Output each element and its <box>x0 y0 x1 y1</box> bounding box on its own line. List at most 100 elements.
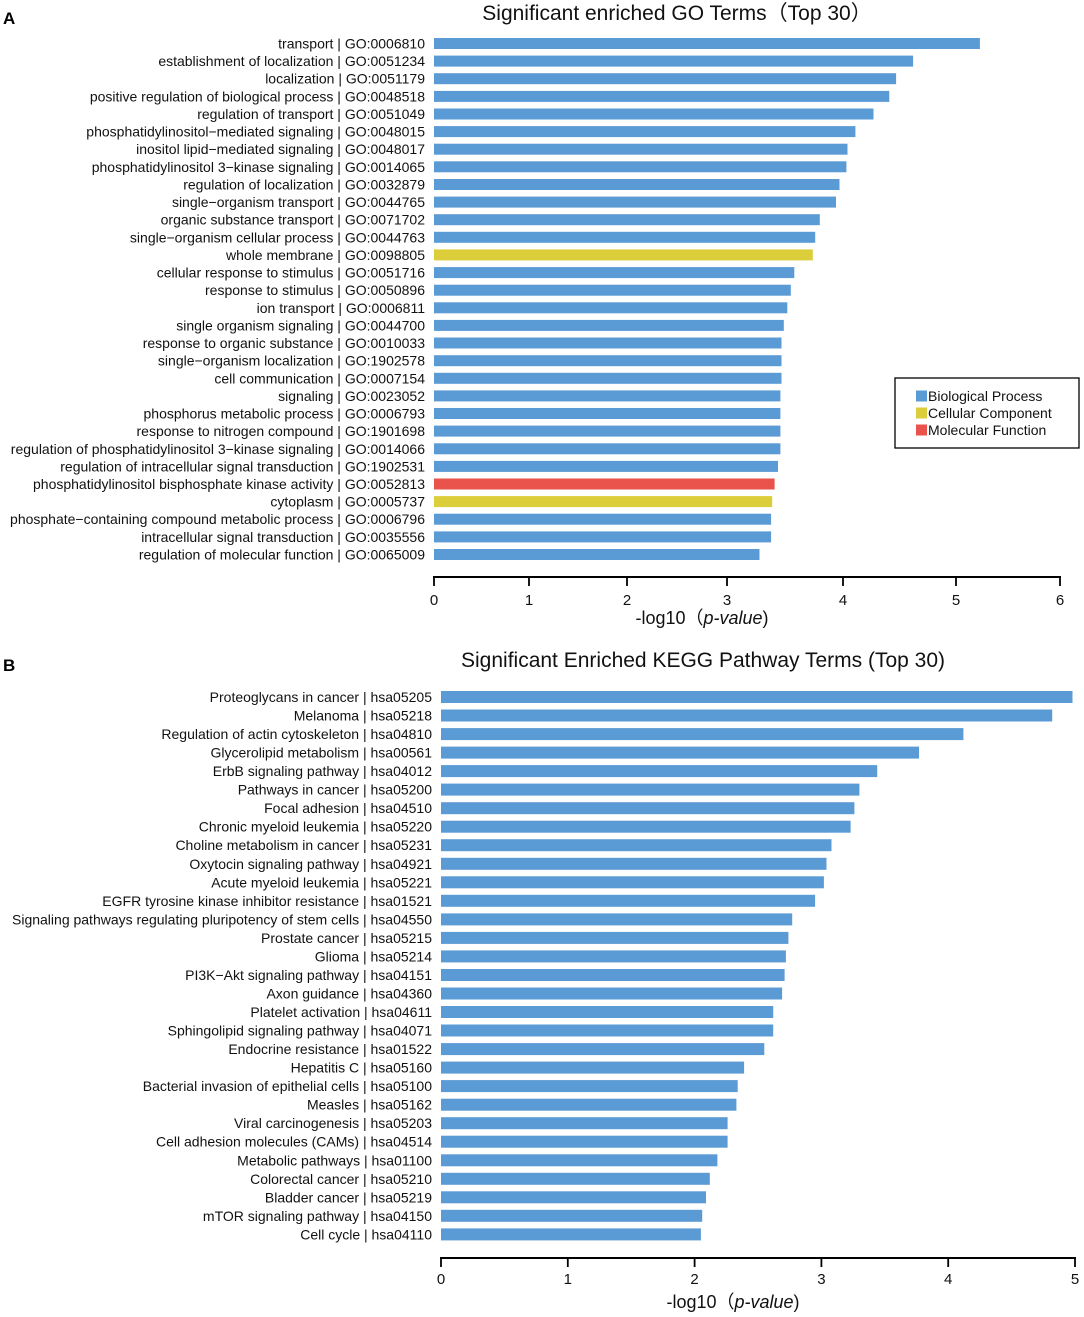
category-label: ErbB signaling pathway | hsa04012 <box>213 763 432 779</box>
legend: Biological Process Cellular Component Mo… <box>894 377 1080 449</box>
category-label: Glioma | hsa05214 <box>315 948 432 964</box>
category-label: ion transport | GO:0006811 <box>257 300 426 316</box>
bar <box>441 857 827 870</box>
bar <box>434 513 772 525</box>
bar <box>441 783 860 796</box>
category-label: intracellular signal transduction | GO:0… <box>141 529 425 545</box>
bar <box>441 1172 710 1185</box>
legend-item-biological-process: Biological Process <box>916 388 1042 404</box>
x-tick-label: 1 <box>525 592 533 609</box>
bar <box>434 443 781 455</box>
bar <box>434 478 775 490</box>
category-label: phosphate−containing compound metabolic … <box>10 511 425 527</box>
bar <box>434 161 847 173</box>
bar <box>441 1061 745 1074</box>
category-label: Viral carcinogenesis | hsa05203 <box>234 1115 432 1131</box>
bar <box>434 179 840 190</box>
legend-label-cellular-component: Cellular Component <box>928 405 1052 421</box>
bar <box>441 1117 728 1130</box>
bar <box>434 319 784 331</box>
bar <box>441 1228 701 1241</box>
x-tick-label: 5 <box>1071 1271 1079 1288</box>
category-label: phosphatidylinositol bisphosphate kinase… <box>33 476 425 492</box>
category-label: positive regulation of biological proces… <box>90 88 425 104</box>
category-label: regulation of intracellular signal trans… <box>60 458 425 474</box>
bar <box>441 894 816 907</box>
category-label: Signaling pathways regulating pluripoten… <box>12 911 432 927</box>
bar <box>441 1080 738 1093</box>
category-label: mTOR signaling pathway | hsa04150 <box>203 1208 432 1224</box>
bar <box>441 931 789 944</box>
bar <box>434 372 782 384</box>
bar <box>441 987 783 1000</box>
category-label: single−organism localization | GO:190257… <box>158 353 425 369</box>
bar <box>434 196 836 208</box>
bar <box>441 820 851 833</box>
bar <box>441 691 1073 703</box>
chart-title-a: Significant enriched GO Terms（Top 30） <box>482 2 871 25</box>
x-tick-label: 4 <box>944 1271 952 1288</box>
category-label: PI3K−Akt signaling pathway | hsa04151 <box>185 967 432 983</box>
x-tick-label: 2 <box>690 1271 698 1288</box>
category-label: whole membrane | GO:0098805 <box>225 247 425 263</box>
category-label: Chronic myeloid leukemia | hsa05220 <box>199 819 432 835</box>
category-label: phosphorus metabolic process | GO:000679… <box>144 406 426 422</box>
bar <box>441 1024 774 1037</box>
category-label: regulation of molecular function | GO:00… <box>139 547 425 563</box>
x-tick-label: 5 <box>952 592 960 609</box>
bar <box>441 1191 706 1204</box>
category-label: response to organic substance | GO:00100… <box>143 335 425 351</box>
legend-swatch-biological-process <box>916 390 927 402</box>
legend-label-biological-process: Biological Process <box>928 388 1042 404</box>
category-label: Metabolic pathways | hsa01100 <box>237 1152 432 1168</box>
bar <box>434 531 772 543</box>
category-label: cytoplasm | GO:0005737 <box>270 494 425 510</box>
category-label: cellular response to stimulus | GO:00517… <box>157 265 425 281</box>
category-label: response to nitrogen compound | GO:19016… <box>137 423 426 439</box>
bar <box>434 267 795 279</box>
bar <box>434 408 781 419</box>
category-label: Sphingolipid signaling pathway | hsa0407… <box>168 1023 433 1039</box>
bar <box>441 950 786 963</box>
category-label: Cell cycle | hsa04110 <box>300 1226 432 1242</box>
category-label: Acute myeloid leukemia | hsa05221 <box>211 874 432 890</box>
category-label: inositol lipid−mediated signaling | GO:0… <box>136 141 425 157</box>
x-tick-label: 3 <box>817 1271 825 1288</box>
bar <box>441 876 824 889</box>
x-axis-title-a: -log10（p-value) <box>635 608 768 628</box>
category-label: Axon guidance | hsa04360 <box>266 986 432 1002</box>
category-label: Melanoma | hsa05218 <box>294 708 432 724</box>
legend-item-molecular-function: Molecular Function <box>916 422 1046 438</box>
x-tick-label: 1 <box>564 1271 572 1288</box>
category-label: Choline metabolism in cancer | hsa05231 <box>175 837 432 853</box>
x-tick-label: 0 <box>430 592 438 609</box>
x-axis-title-b: -log10（p-value) <box>666 1292 799 1312</box>
category-label: cell communication | GO:0007154 <box>214 370 425 386</box>
x-tick-label: 2 <box>623 592 631 609</box>
category-label: Hepatitis C | hsa05160 <box>291 1060 433 1076</box>
category-label: Colorectal cancer | hsa05210 <box>250 1171 432 1187</box>
bars-a <box>434 38 980 560</box>
category-label: organic substance transport | GO:0071702 <box>161 212 426 228</box>
category-label: regulation of phosphatidylinositol 3−kin… <box>11 441 425 457</box>
bar <box>434 302 788 314</box>
bar <box>441 709 1053 722</box>
bar <box>434 143 848 155</box>
category-label: regulation of localization | GO:0032879 <box>183 177 425 193</box>
category-label: Endocrine resistance | hsa01522 <box>228 1041 432 1057</box>
x-tick-label: 6 <box>1056 592 1064 609</box>
category-label: phosphatidylinositol 3−kinase signaling … <box>92 159 425 175</box>
legend-swatch-molecular-function <box>916 424 927 436</box>
panel-b: B Significant Enriched KEGG Pathway Term… <box>3 649 1079 1312</box>
x-tick-label: 4 <box>839 592 847 609</box>
category-label: Oxytocin signaling pathway | hsa04921 <box>189 856 432 872</box>
bar <box>441 969 785 981</box>
bar <box>441 1006 774 1018</box>
category-label: single organism signaling | GO:0044700 <box>176 317 425 333</box>
category-label: Focal adhesion | hsa04510 <box>264 800 432 816</box>
bar <box>434 55 914 67</box>
panel-label-a: A <box>3 9 15 28</box>
category-label: Pathways in cancer | hsa05200 <box>238 782 433 798</box>
category-label: transport | GO:0006810 <box>278 36 425 52</box>
